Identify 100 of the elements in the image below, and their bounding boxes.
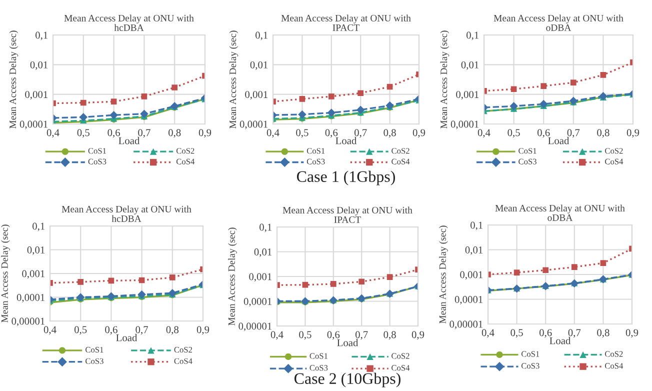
x-tick-label: 0,4 bbox=[478, 129, 490, 138]
legend-label: CoS3 bbox=[86, 358, 104, 364]
x-tick-label: 0,9 bbox=[196, 326, 210, 335]
x-axis-title: Load bbox=[336, 136, 357, 144]
x-tick-label: 0,5 bbox=[296, 129, 308, 138]
x-tick-label: 0,7 bbox=[568, 329, 581, 338]
x-tick-label: 0,7 bbox=[355, 331, 368, 340]
x-tick-label: 0,8 bbox=[384, 331, 396, 340]
chart-title: Mean Access Delay at ONU with IPACT bbox=[282, 206, 412, 223]
x-tick-label: 0,7 bbox=[354, 129, 367, 138]
legend-label: CoS3 bbox=[521, 363, 540, 369]
y-tick-label: 0,0001 bbox=[450, 120, 479, 130]
x-tick-label: 0,7 bbox=[136, 326, 148, 335]
legend-label: CoS1 bbox=[310, 353, 328, 359]
text: Case 2 (10Gbps) bbox=[294, 372, 400, 388]
y-tick-label: 0,001 bbox=[25, 91, 48, 100]
x-tick-label: 0,4 bbox=[44, 326, 56, 335]
x-tick-label: 0,4 bbox=[270, 331, 284, 340]
x-tick-label: 0,4 bbox=[482, 329, 494, 338]
legend-label: CoS3 bbox=[518, 158, 536, 164]
x-tick-label: 0,5 bbox=[508, 129, 520, 138]
x-tick-label: 0,8 bbox=[597, 329, 610, 338]
y-axis-title: Mean Access Delay (sec) bbox=[9, 30, 18, 128]
x-tick-label: 0,9 bbox=[626, 129, 640, 138]
legend-label: CoS1 bbox=[518, 148, 536, 154]
legend-label: CoS4 bbox=[392, 365, 410, 371]
chart-title: Mean Access Delay at ONU with oDBA bbox=[494, 14, 624, 31]
y-tick-label: 0,01 bbox=[30, 61, 48, 70]
y-tick-label: 0,001 bbox=[245, 91, 268, 100]
x-tick-label: 0,6 bbox=[105, 326, 118, 335]
legend-label: CoS4 bbox=[174, 358, 192, 364]
y-tick-label: 0,001 bbox=[456, 91, 479, 100]
x-tick-label: 0,7 bbox=[567, 129, 580, 138]
legend-label: CoS1 bbox=[86, 346, 104, 353]
legend-label: CoS3 bbox=[306, 158, 325, 164]
x-tick-label: 0,9 bbox=[412, 129, 426, 138]
y-tick-label: 0,01 bbox=[465, 246, 483, 255]
y-tick-label: 0,001 bbox=[22, 270, 45, 279]
y-tick-label: 0,0001 bbox=[240, 120, 268, 130]
x-tick-label: 0,6 bbox=[537, 129, 550, 138]
legend-label: CoS3 bbox=[88, 158, 106, 164]
x-axis-title: Load bbox=[550, 336, 571, 344]
x-axis-title: Load bbox=[116, 334, 138, 342]
x-tick-label: 0,9 bbox=[412, 331, 424, 340]
y-tick-label: 0,1 bbox=[36, 32, 48, 40]
legend-label: CoS1 bbox=[521, 351, 540, 357]
legend-label: CoS1 bbox=[88, 148, 106, 154]
y-axis-title: Mean Access Delay (sec) bbox=[440, 30, 450, 128]
chart-title: Mean Access Delay at ONU with oDBA bbox=[495, 204, 625, 221]
y-tick-label: 0,1 bbox=[466, 32, 479, 40]
y-axis-title: Mean Access Delay (sec) bbox=[228, 228, 237, 326]
x-axis-title: Load bbox=[548, 136, 570, 144]
y-tick-label: 0,01 bbox=[461, 61, 479, 70]
legend-label: CoS2 bbox=[392, 353, 410, 359]
chart-title: Mean Access Delay at ONU with hcDBA bbox=[64, 14, 194, 31]
y-tick-label: 0,01 bbox=[250, 61, 268, 70]
y-tick-label: 0,00001 bbox=[12, 318, 45, 326]
legend-label: CoS2 bbox=[176, 148, 194, 154]
y-axis-title: Mean Access Delay (sec) bbox=[439, 226, 448, 324]
y-tick-label: 0,1 bbox=[32, 222, 45, 232]
x-tick-label: 0,5 bbox=[77, 129, 90, 138]
x-tick-label: 0,8 bbox=[166, 326, 179, 335]
y-tick-label: 0,0001 bbox=[244, 298, 272, 306]
text: Case 1 (1Gbps) bbox=[296, 170, 395, 186]
x-tick-label: 0,4 bbox=[46, 129, 60, 138]
chart-title: Mean Access Delay at ONU with IPACT bbox=[281, 14, 411, 31]
y-tick-label: 0,01 bbox=[254, 248, 272, 257]
legend-label: CoS3 bbox=[310, 365, 328, 371]
x-tick-label: 0,6 bbox=[327, 331, 340, 340]
y-tick-label: 0,1 bbox=[256, 32, 268, 40]
x-tick-label: 0,5 bbox=[299, 331, 312, 340]
x-tick-label: 0,8 bbox=[168, 129, 181, 138]
legend-label: CoS4 bbox=[392, 158, 410, 164]
x-tick-label: 0,4 bbox=[266, 129, 280, 138]
x-axis-title: Load bbox=[337, 338, 358, 346]
y-axis-title: Mean Access Delay (sec) bbox=[229, 30, 238, 128]
chart-title: Mean Access Delay at ONU with hcDBA bbox=[62, 206, 192, 222]
y-tick-label: 0,01 bbox=[27, 246, 45, 255]
x-tick-label: 0,9 bbox=[198, 129, 212, 138]
x-tick-label: 0,7 bbox=[138, 129, 150, 138]
legend-label: CoS2 bbox=[392, 148, 410, 154]
y-tick-label: 0,00001 bbox=[450, 320, 483, 330]
x-tick-label: 0,6 bbox=[539, 329, 552, 338]
legend-label: CoS4 bbox=[604, 363, 624, 369]
y-tick-label: 0,1 bbox=[260, 224, 272, 232]
legend-label: CoS4 bbox=[605, 158, 624, 164]
legend-label: CoS1 bbox=[306, 148, 325, 154]
x-tick-label: 0,6 bbox=[108, 129, 120, 138]
legend-label: CoS2 bbox=[605, 148, 623, 154]
y-tick-label: 0,001 bbox=[460, 271, 483, 280]
y-tick-label: 0,00001 bbox=[238, 322, 272, 332]
legend-label: CoS2 bbox=[604, 351, 623, 357]
y-tick-label: 0,1 bbox=[470, 222, 483, 230]
x-tick-label: 0,8 bbox=[597, 129, 610, 138]
legend-label: CoS2 bbox=[174, 346, 192, 353]
y-axis-title: Mean Access Delay (sec) bbox=[1, 224, 10, 322]
x-tick-label: 0,9 bbox=[626, 329, 638, 338]
y-tick-label: 0,001 bbox=[249, 273, 272, 282]
y-tick-label: 0,0001 bbox=[16, 294, 45, 302]
x-tick-label: 0,8 bbox=[384, 129, 396, 138]
